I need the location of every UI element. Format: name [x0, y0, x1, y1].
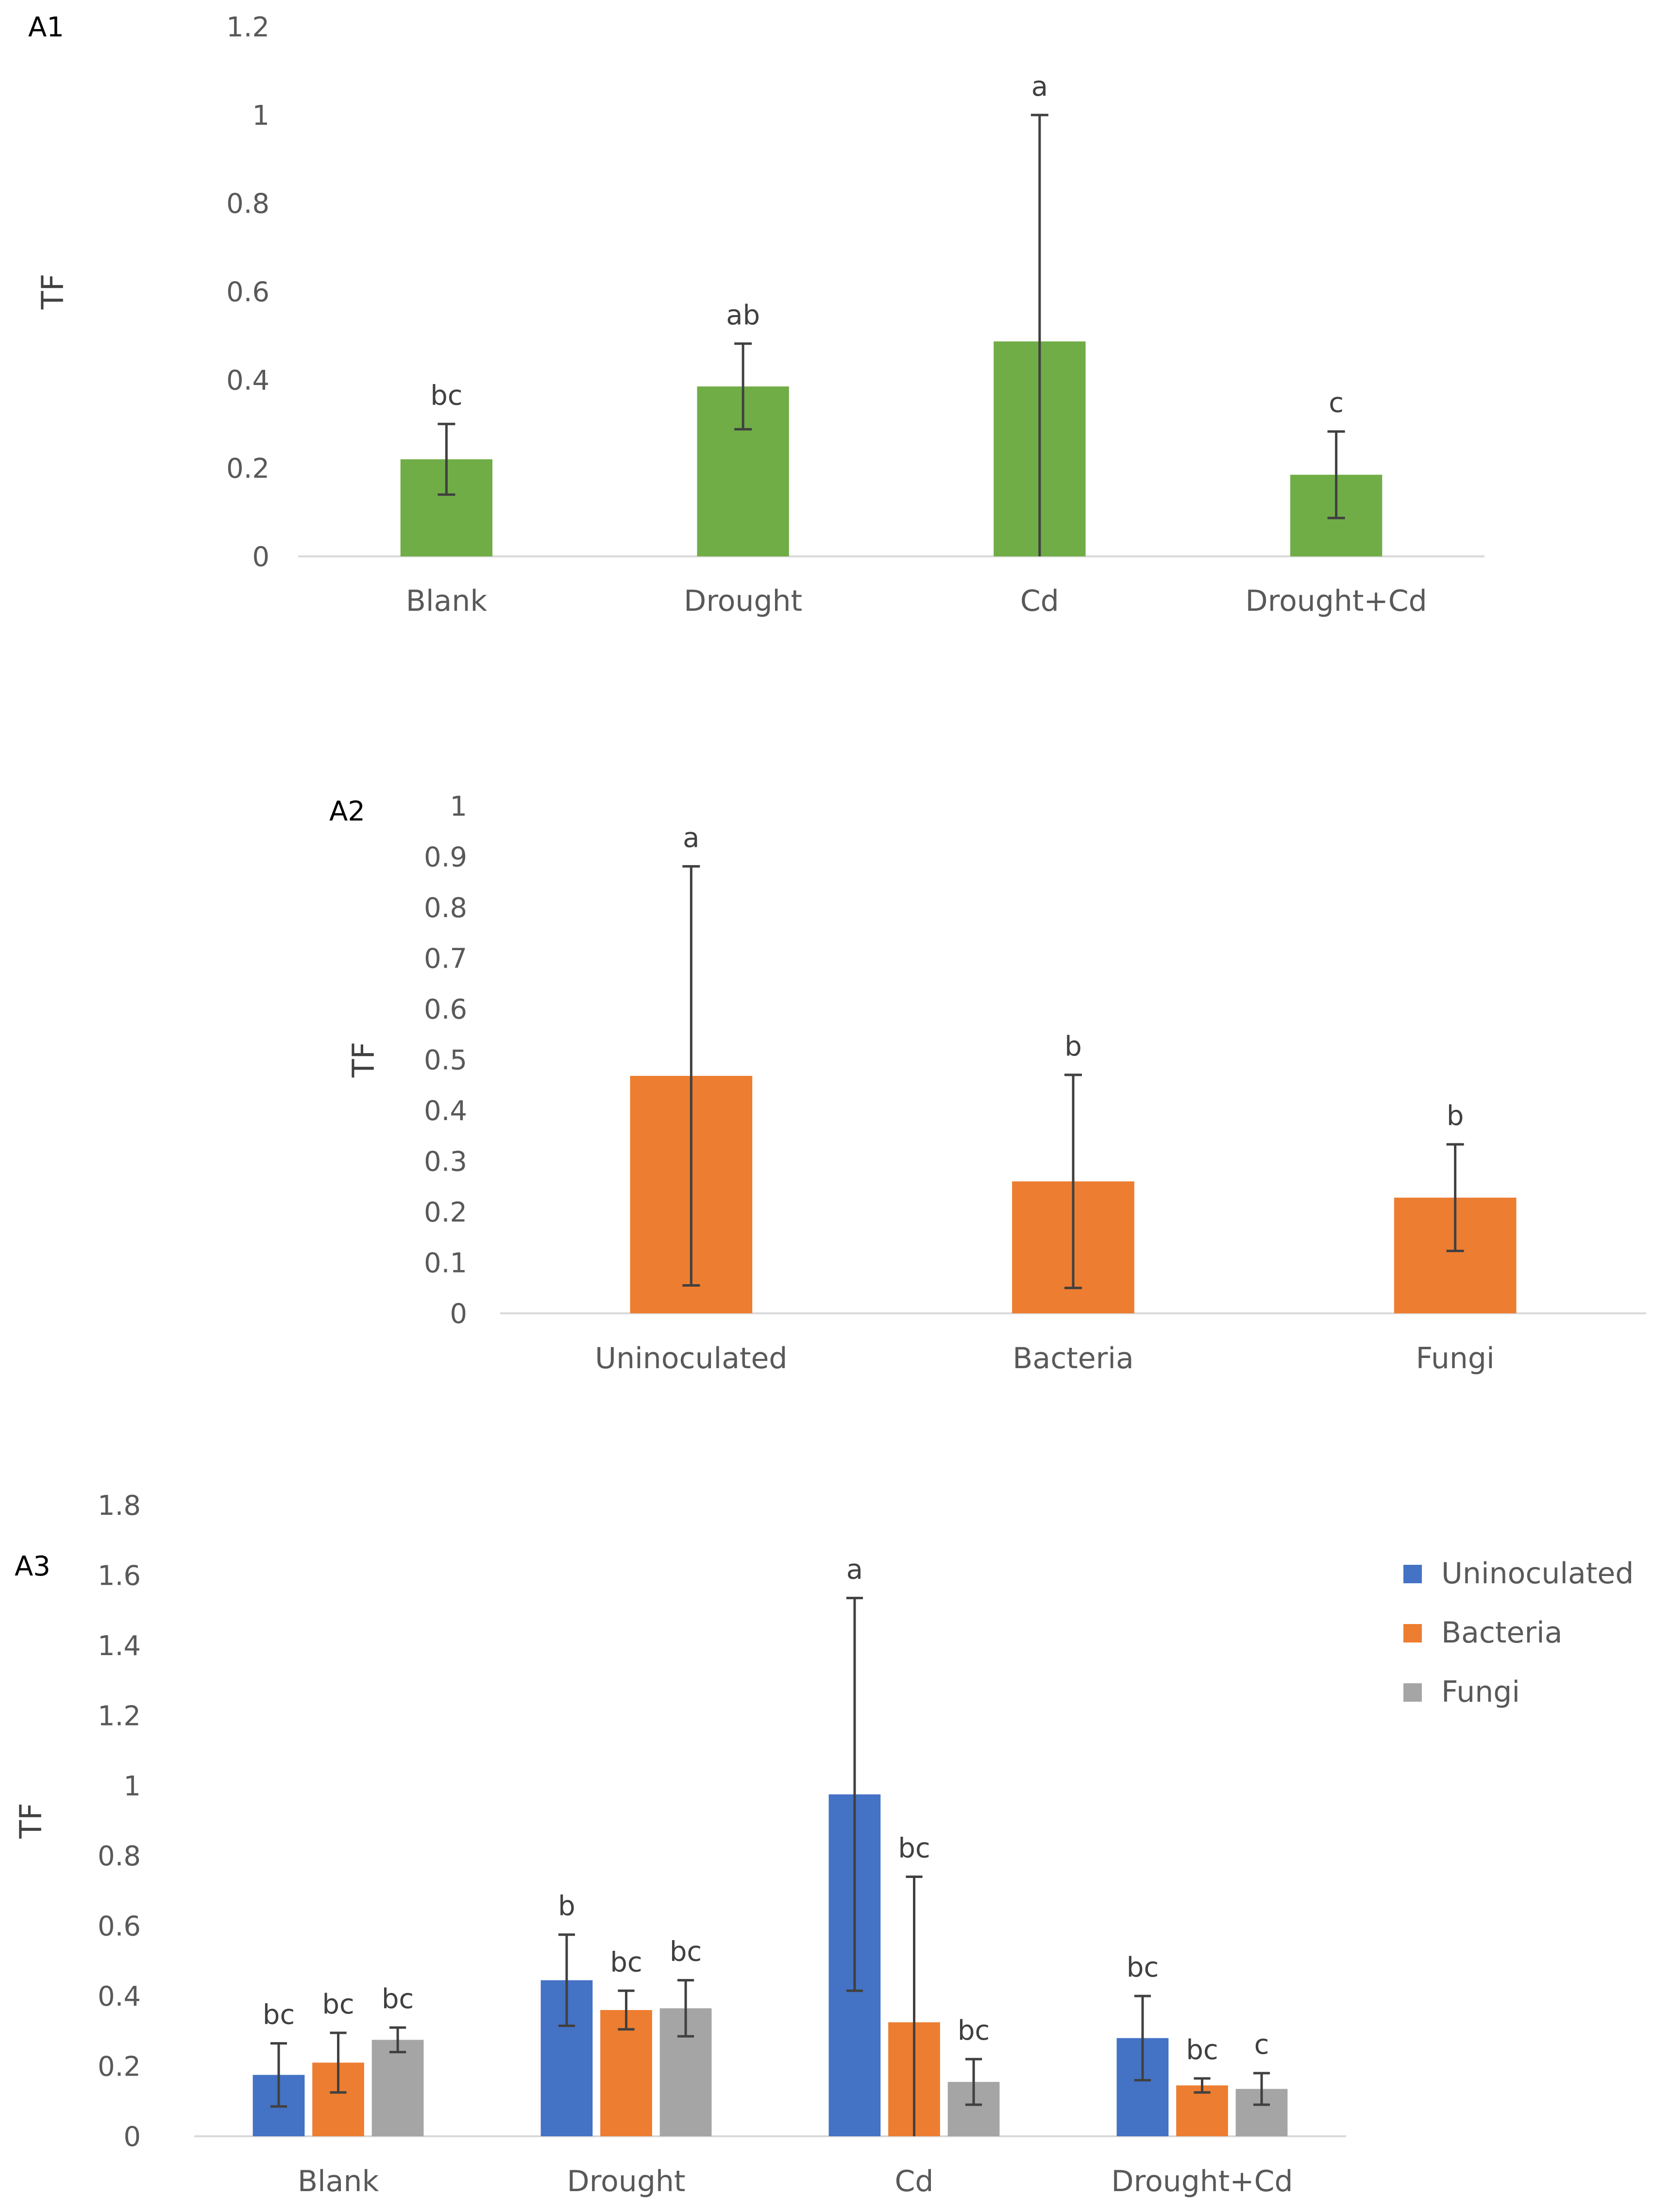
- y-axis-title: TF: [346, 1042, 381, 1078]
- y-tick-label: 0.5: [424, 1045, 467, 1076]
- legend-label: Fungi: [1441, 1675, 1520, 1709]
- panel-label: A2: [329, 796, 365, 827]
- y-tick-label: 0.3: [424, 1146, 467, 1178]
- significance-letter: bc: [322, 1989, 354, 2020]
- significance-letter: c: [1254, 2029, 1269, 2061]
- significance-letter: b: [1447, 1100, 1464, 1132]
- y-tick-label: 0.6: [226, 277, 270, 308]
- y-tick-label: 1.6: [98, 1560, 141, 1592]
- y-tick-label: 0.2: [424, 1197, 467, 1228]
- significance-letter: bc: [263, 1999, 295, 2031]
- significance-letter: ab: [726, 300, 760, 331]
- category-label: Drought+Cd: [1111, 2164, 1293, 2198]
- significance-letter: bc: [898, 1833, 930, 1864]
- y-tick-label: 0.8: [226, 188, 270, 220]
- significance-letter: c: [1329, 387, 1344, 419]
- significance-letter: bc: [430, 380, 462, 411]
- significance-letter: b: [1064, 1031, 1082, 1062]
- significance-letter: bc: [1127, 1952, 1159, 1983]
- y-tick-label: 1: [252, 100, 270, 132]
- y-axis-title: TF: [35, 274, 70, 310]
- category-label: Drought: [567, 2164, 686, 2198]
- category-label: Fungi: [1416, 1341, 1495, 1375]
- y-tick-label: 1.4: [98, 1630, 141, 1662]
- category-label: Bacteria: [1012, 1341, 1133, 1375]
- y-axis-title: TF: [13, 1803, 49, 1839]
- y-tick-label: 0.8: [424, 892, 467, 924]
- y-tick-label: 0.6: [424, 994, 467, 1025]
- category-label: Cd: [1020, 584, 1059, 618]
- category-label: Cd: [895, 2164, 934, 2198]
- y-tick-label: 0.7: [424, 943, 467, 975]
- panel-label: A1: [28, 12, 64, 43]
- significance-letter: bc: [958, 2015, 990, 2046]
- bar: [1176, 2085, 1228, 2136]
- legend-swatch: [1403, 1683, 1422, 1702]
- y-tick-label: 1: [450, 791, 467, 822]
- category-label: Drought+Cd: [1246, 584, 1427, 618]
- y-tick-label: 0.6: [98, 1911, 141, 1943]
- significance-letter: bc: [610, 1946, 642, 1978]
- y-tick-label: 0.8: [98, 1841, 141, 1872]
- significance-letter: a: [1031, 71, 1048, 102]
- y-tick-label: 0.2: [226, 453, 270, 485]
- legend-label: Bacteria: [1441, 1616, 1562, 1650]
- bar: [600, 2010, 652, 2136]
- legend-swatch: [1403, 1565, 1422, 1583]
- significance-letter: bc: [382, 1983, 414, 2015]
- significance-letter: bc: [670, 1936, 702, 1968]
- legend-label: Uninoculated: [1441, 1557, 1634, 1591]
- category-label: Drought: [684, 584, 802, 618]
- y-tick-label: 0.9: [424, 842, 467, 873]
- category-label: Blank: [406, 584, 488, 618]
- significance-letter: bc: [1186, 2034, 1218, 2066]
- significance-letter: b: [558, 1891, 575, 1922]
- y-tick-label: 1.2: [98, 1700, 141, 1732]
- significance-letter: a: [683, 822, 699, 854]
- y-tick-label: 0: [252, 541, 270, 573]
- y-tick-label: 1: [123, 1771, 141, 1802]
- significance-letter: a: [846, 1554, 863, 1585]
- y-tick-label: 0: [450, 1298, 467, 1330]
- y-tick-label: 0.4: [424, 1095, 467, 1127]
- panel-label: A3: [15, 1551, 51, 1582]
- y-tick-label: 1.8: [98, 1490, 141, 1522]
- y-tick-label: 0.4: [98, 1981, 141, 2012]
- y-tick-label: 0.2: [98, 2051, 141, 2083]
- y-tick-label: 1.2: [226, 12, 270, 43]
- y-tick-label: 0.1: [424, 1248, 467, 1279]
- bar: [371, 2040, 424, 2136]
- y-tick-label: 0.4: [226, 365, 270, 396]
- category-label: Blank: [298, 2164, 379, 2198]
- y-tick-label: 0: [123, 2121, 141, 2153]
- category-label: Uninoculated: [595, 1341, 787, 1375]
- legend-swatch: [1403, 1624, 1422, 1642]
